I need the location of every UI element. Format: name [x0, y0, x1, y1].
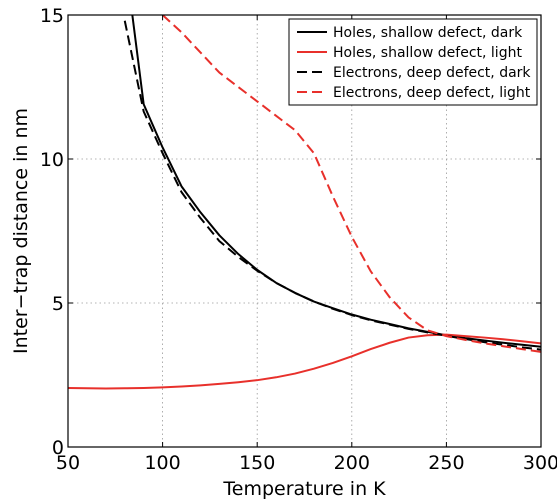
- y-tick-label: 10: [40, 149, 64, 171]
- legend: Holes, shallow defect, dark Holes, shallo…: [288, 18, 538, 106]
- y-tick-label: 15: [40, 5, 64, 27]
- y-tick-label: 5: [52, 293, 64, 315]
- legend-box: [288, 18, 538, 106]
- x-tick-label: 250: [428, 452, 464, 474]
- series-layer: [68, 15, 541, 390]
- x-tick-label: 200: [334, 452, 370, 474]
- legend-label-2: Holes, shallow defect, light: [333, 45, 522, 61]
- series-line-4: [161, 15, 541, 353]
- ticks: 50 100 150 200 250 300 0 5 10 15: [40, 5, 557, 474]
- legend-label-4: Electrons, deep defect, light: [333, 85, 531, 101]
- y-axis-label: Inter−trap distance in nm: [10, 108, 32, 354]
- x-axis-label: Temperature in K: [222, 478, 386, 500]
- x-tick-label: 50: [56, 452, 80, 474]
- plot-frame: [67, 14, 542, 448]
- series-line-2: [68, 333, 541, 390]
- legend-label-1: Holes, shallow defect, dark: [333, 25, 523, 41]
- y-tick-label: 0: [52, 437, 64, 459]
- x-tick-label: 100: [144, 452, 180, 474]
- series-line-3: [123, 20, 541, 351]
- legend-label-3: Electrons, deep defect, dark: [333, 65, 531, 81]
- x-tick-label: 300: [523, 452, 557, 474]
- x-tick-label: 150: [239, 452, 275, 474]
